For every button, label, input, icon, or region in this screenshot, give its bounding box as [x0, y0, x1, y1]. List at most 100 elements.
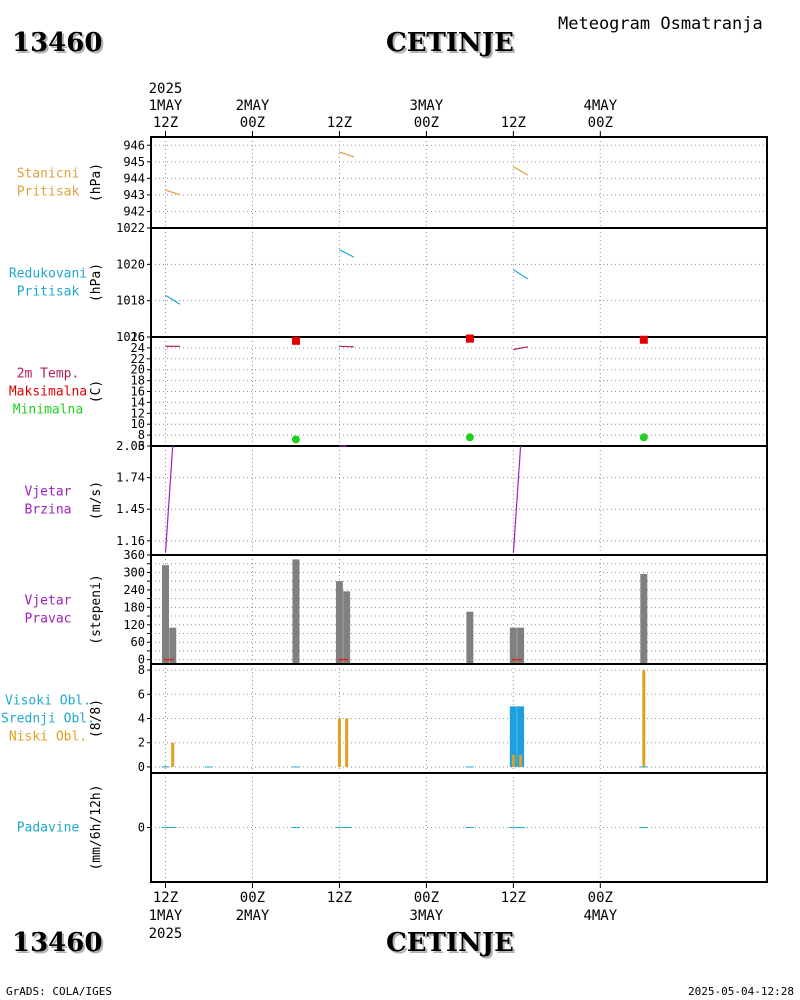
- panel-frame: [150, 445, 768, 556]
- y-tick-label: 26: [131, 330, 145, 344]
- y-tick-label: 120: [123, 618, 145, 632]
- wind-dir-bar: [640, 573, 648, 664]
- low-cloud-bar: [642, 670, 646, 767]
- panel-label: Pritisak: [17, 185, 80, 200]
- top-axis-date: 2MAY: [236, 98, 270, 114]
- top-axis-hour: 00Z: [588, 115, 613, 131]
- y-tick-label: 1016: [116, 330, 145, 344]
- y-tick-label: 2.03: [116, 439, 145, 453]
- panel-frame: [150, 136, 768, 229]
- y-tick-label: 360: [123, 548, 145, 562]
- station-name-top: CETINJE: [386, 28, 514, 58]
- y-tick-label: 6: [138, 439, 145, 453]
- min-temp-point: [639, 433, 648, 442]
- panel-label: Padavine: [17, 821, 80, 836]
- panel-unit: (C): [89, 380, 104, 403]
- footer-credit: GrADS: COLA/IGES: [6, 985, 112, 998]
- low-cloud-bar: [519, 754, 523, 767]
- wind-dir-bar: [466, 611, 474, 664]
- y-tick-label: 22: [131, 352, 145, 366]
- y-tick-label: 8: [138, 663, 145, 677]
- temp-line: [513, 346, 528, 351]
- wind-dir-bar: [343, 591, 351, 664]
- y-tick-label: 1018: [116, 294, 145, 308]
- panel-label: Maksimalna: [9, 385, 87, 400]
- y-tick-label: 944: [123, 171, 145, 185]
- wind-dir-bar: [509, 627, 517, 664]
- panel-unit: (m/s): [89, 481, 104, 520]
- series-line: [165, 294, 181, 305]
- y-tick-label: 6: [138, 687, 145, 701]
- series-line: [165, 189, 181, 196]
- max-temp-point: [639, 335, 648, 344]
- series-line: [512, 445, 522, 553]
- bottom-axis-date: 3MAY: [410, 908, 444, 924]
- temp-line: [339, 345, 354, 348]
- y-tick-label: 240: [123, 583, 145, 597]
- panel-frame: [150, 772, 768, 883]
- top-axis-date: 4MAY: [583, 98, 617, 114]
- bottom-axis-hour: 00Z: [414, 890, 439, 906]
- series-line: [513, 166, 529, 176]
- bottom-axis-hour: 12Z: [153, 890, 178, 906]
- mid-cloud-bar: [509, 706, 517, 767]
- panel-unit: (hPa): [89, 263, 104, 302]
- y-tick-label: 0: [138, 760, 145, 774]
- wind-dir-bar: [169, 627, 177, 664]
- bottom-axis-year: 2025: [149, 926, 183, 942]
- panel-label: Pritisak: [17, 285, 80, 300]
- product-title: Meteogram Osmatranja: [558, 14, 763, 34]
- y-tick-label: 20: [131, 363, 145, 377]
- panel-label: 2m Temp.: [17, 367, 80, 382]
- panel-unit: (8/8): [89, 699, 104, 738]
- series-line: [339, 249, 355, 258]
- y-tick-label: 4: [138, 712, 145, 726]
- y-tick-label: 2: [138, 736, 145, 750]
- y-tick-label: 24: [131, 341, 145, 355]
- y-tick-label: 12: [131, 406, 145, 420]
- bottom-axis-date: 1MAY: [149, 908, 183, 924]
- low-cloud-bar: [171, 742, 175, 767]
- top-axis-hour: 12Z: [327, 115, 352, 131]
- y-tick-label: 0: [138, 653, 145, 667]
- y-tick-label: 8: [138, 428, 145, 442]
- footer-timestamp: 2025-05-04-12:28: [688, 985, 794, 998]
- bottom-axis-date: 2MAY: [236, 908, 270, 924]
- y-tick-label: 1022: [116, 221, 145, 235]
- max-temp-point: [291, 336, 300, 345]
- bottom-axis-hour: 00Z: [588, 890, 613, 906]
- panel-label: Stanicni: [17, 167, 80, 182]
- min-temp-point: [291, 435, 300, 444]
- station-id-bottom: 13460: [12, 928, 103, 958]
- panel-label: Pravac: [25, 612, 72, 627]
- low-cloud-bar: [337, 718, 341, 767]
- panel-label: Redukovani: [9, 267, 87, 282]
- y-tick-label: 1.45: [116, 502, 145, 516]
- series-line: [513, 269, 529, 280]
- wind-dir-bar: [335, 581, 343, 664]
- y-tick-label: 300: [123, 565, 145, 579]
- panel-frame: [150, 554, 768, 665]
- y-tick-label: 16: [131, 385, 145, 399]
- station-name-bottom: CETINJE: [386, 928, 514, 958]
- top-axis-hour: 00Z: [414, 115, 439, 131]
- panel-label: Minimalna: [13, 403, 83, 418]
- station-id-top: 13460: [12, 28, 103, 58]
- bottom-axis-hour: 12Z: [501, 890, 526, 906]
- y-tick-label: 943: [123, 188, 145, 202]
- panel-label: Vjetar: [25, 594, 72, 609]
- top-axis-hour: 12Z: [501, 115, 526, 131]
- panel-label: Vjetar: [25, 485, 72, 500]
- wind-dir-bar: [292, 559, 300, 664]
- y-tick-label: 946: [123, 138, 145, 152]
- top-axis-year: 2025: [149, 81, 183, 97]
- series-line: [339, 151, 355, 158]
- top-axis-date: 3MAY: [410, 98, 444, 114]
- top-axis-date: 1MAY: [149, 98, 183, 114]
- y-tick-label: 0: [138, 821, 145, 835]
- y-tick-label: 1.16: [116, 534, 145, 548]
- y-tick-label: 942: [123, 204, 145, 218]
- y-tick-label: 60: [131, 635, 145, 649]
- panel-label: Srednji Obl.: [1, 712, 95, 727]
